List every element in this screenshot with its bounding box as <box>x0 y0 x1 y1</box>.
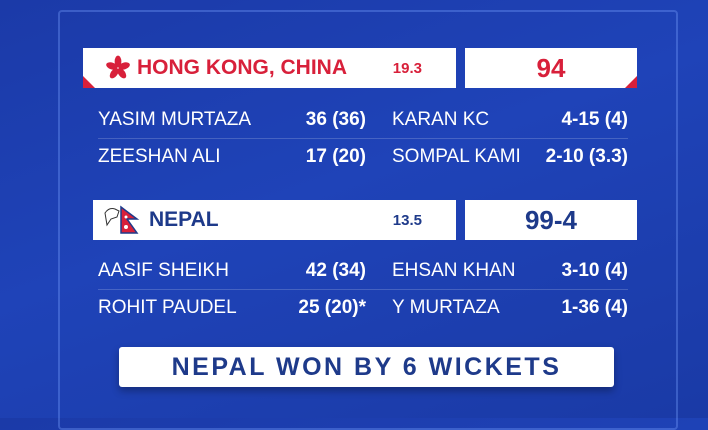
player-name: KARAN KC <box>392 109 490 130</box>
team-bar-nepal: NEPAL 13.5 <box>93 200 456 240</box>
team-score: 94 <box>465 48 637 88</box>
player-name: ROHIT PAUDEL <box>98 297 237 318</box>
nepal-flag-icon <box>104 205 140 234</box>
hong-kong-flag-icon <box>106 55 130 79</box>
player-name: AASIF SHEIKH <box>98 260 229 281</box>
bowling-row: EHSAN KHAN 3-10 (4) <box>392 256 628 286</box>
match-result-banner: NEPAL WON BY 6 WICKETS <box>119 347 614 387</box>
player-name: Y MURTAZA <box>392 297 500 318</box>
team-name: NEPAL <box>149 208 219 231</box>
player-name: ZEESHAN ALI <box>98 146 221 167</box>
player-figures: 36 (36) <box>305 109 366 130</box>
batting-row: YASIM MURTAZA 36 (36) <box>98 105 366 135</box>
player-name: EHSAN KHAN <box>392 260 516 281</box>
player-figures: 25 (20)* <box>298 297 366 318</box>
player-figures: 3-10 (4) <box>561 260 628 281</box>
bowling-row: KARAN KC 4-15 (4) <box>392 105 628 135</box>
player-name: YASIM MURTAZA <box>98 109 252 130</box>
overs: 13.5 <box>392 211 422 229</box>
batting-row: AASIF SHEIKH 42 (34) <box>98 256 366 286</box>
player-figures: 4-15 (4) <box>561 109 628 130</box>
bowling-row: Y MURTAZA 1-36 (4) <box>392 293 628 323</box>
batting-row: ZEESHAN ALI 17 (20) <box>98 142 366 172</box>
player-figures: 42 (34) <box>305 260 366 281</box>
batting-row: ROHIT PAUDEL 25 (20)* <box>98 293 366 323</box>
team-name: HONG KONG, CHINA <box>137 56 347 79</box>
player-figures: 1-36 (4) <box>561 297 628 318</box>
player-figures: 2-10 (3.3) <box>545 146 628 167</box>
bowling-row: SOMPAL KAMI 2-10 (3.3) <box>392 142 628 172</box>
team-bar-hong-kong: HONG KONG, CHINA 19.3 <box>83 48 456 88</box>
team-score: 99-4 <box>465 200 637 240</box>
player-name: SOMPAL KAMI <box>392 146 521 167</box>
overs: 19.3 <box>392 59 422 77</box>
player-figures: 17 (20) <box>305 146 366 167</box>
